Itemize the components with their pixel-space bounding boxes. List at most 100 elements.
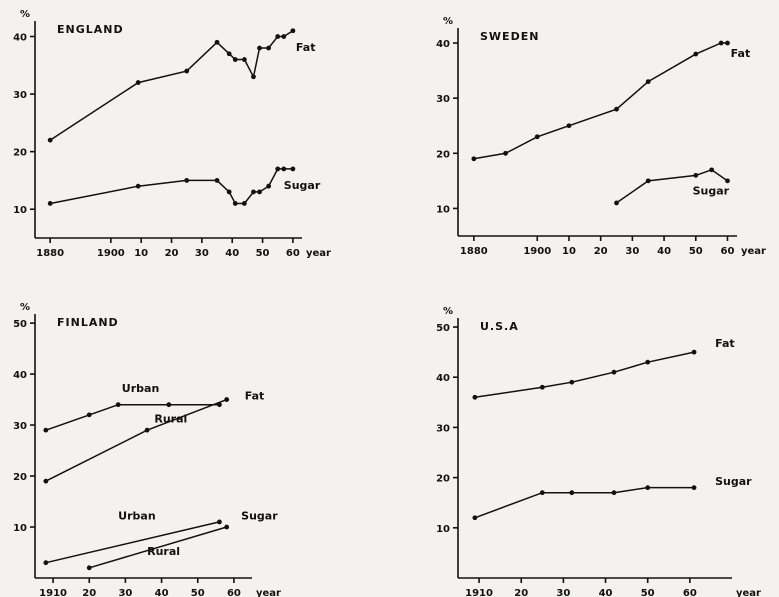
data-point-rural-sugar [224,524,230,530]
x-tick-label: 20 [594,246,608,257]
data-point-fat [569,379,575,385]
series-annotation: Sugar [284,179,321,192]
x-tick-label: 50 [256,248,270,259]
x-axis-label: year [306,248,331,259]
data-point-sugar [214,178,220,183]
y-tick-label: 40 [436,373,450,384]
x-tick-label: 1900 [97,248,125,259]
data-point-fat [184,68,190,74]
y-tick-label: 30 [13,90,27,101]
chart-panel-sweden: 10 20 30 40 1880 1900 10 20 30 40 50 60% year SWEDEN F… [436,16,766,257]
x-axis-label: year [256,588,281,597]
series-line-urban-sugar [45,521,220,564]
y-axis-label: % [443,16,453,27]
data-point-fat [614,106,619,112]
data-point-fat [226,51,232,57]
data-point-sugar [693,172,699,178]
data-point-sugar [709,167,715,173]
data-point-urban-sugar [217,519,222,525]
x-tick-label: 60 [227,588,241,597]
data-point-fat [214,39,220,45]
series-annotation: Rural [147,545,180,558]
chart-title: SWEDEN [480,30,539,43]
series-annotation: Fat [715,337,735,350]
data-point-sugar [569,490,575,496]
y-tick-label: 20 [436,474,450,485]
data-point-sugar [275,166,281,172]
y-tick-label: 10 [13,205,27,216]
x-tick-label: 40 [599,588,613,597]
data-point-fat [281,34,287,39]
data-point-fat [232,57,238,62]
x-tick-label: 1910 [39,588,67,597]
data-point-urban-fat [86,412,92,418]
series-line-sugar [474,486,695,519]
x-tick-label: 20 [514,588,528,597]
x-tick-label: 50 [191,588,205,597]
chart-title: FINLAND [57,316,119,329]
x-tick-label: 30 [195,248,209,259]
chart-panel-u-s-a: 10 20 30 40 50 1910 20 30 40 50 60% year U.S.A Fat Sug… [436,306,761,597]
series-line-rural-sugar [89,526,227,569]
chart-panel-finland: 10 20 30 40 50 1910 20 30 40 50 60% year FINLAND Urba… [13,302,281,597]
data-point-sugar [611,490,617,496]
data-point-fat [539,384,545,390]
y-tick-label: 30 [436,94,450,105]
y-tick-label: 20 [13,148,27,159]
y-axis-label: % [20,9,30,20]
data-point-rural-fat [43,478,49,484]
data-point-sugar [472,515,478,521]
data-point-sugar [725,178,730,184]
data-point-fat [725,40,730,46]
x-tick-label: 50 [641,588,655,597]
data-point-rural-fat [144,427,150,433]
data-point-fat [290,28,296,34]
y-tick-label: 40 [13,370,27,381]
data-point-sugar [266,183,272,189]
data-point-fat [251,74,256,80]
x-tick-label: 1900 [523,246,551,257]
data-point-fat [135,80,141,85]
data-point-fat [693,51,699,57]
x-tick-label: 10 [134,248,148,259]
x-tick-label: 20 [165,248,179,259]
data-point-fat [257,45,262,51]
series-line-fat [49,30,294,141]
chart-panel-england: 10 20 30 40 1880 1900 10 20 30 40 50 60% year ENGLAND… [13,9,331,259]
data-point-fat [611,369,617,375]
x-tick-label: 40 [225,248,239,259]
data-point-fat [503,150,508,156]
y-tick-label: 30 [436,423,450,434]
series-annotation: Fat [296,41,316,54]
data-point-fat [566,123,572,129]
y-tick-label: 50 [13,319,27,330]
data-point-sugar [251,189,256,195]
data-point-sugar [47,201,53,206]
y-tick-label: 10 [436,204,450,215]
data-point-sugar [614,200,619,206]
data-point-rural-fat [224,397,230,402]
series-annotation: Fat [731,47,751,60]
series-annotation: Sugar [693,185,730,198]
series-annotation: Fat [245,390,265,403]
data-point-sugar [257,189,262,195]
series-annotation: Urban [122,382,160,395]
data-point-fat [266,45,272,51]
y-tick-label: 30 [13,421,27,432]
x-tick-label: 50 [689,246,703,257]
x-axis-label: year [741,246,766,257]
y-tick-label: 10 [436,524,450,535]
x-axis-label: year [736,588,761,597]
data-point-fat [691,349,697,355]
data-point-urban-fat [115,402,121,408]
data-point-sugar [691,485,697,491]
x-tick-label: 1910 [465,588,493,597]
data-point-fat [275,34,281,39]
x-tick-label: 10 [562,246,576,257]
series-line-urban-fat [45,403,220,431]
data-point-fat [241,57,247,62]
data-point-sugar [539,490,545,496]
data-point-rural-sugar [86,565,92,571]
series-line-fat [474,351,695,399]
y-tick-label: 40 [13,33,27,44]
